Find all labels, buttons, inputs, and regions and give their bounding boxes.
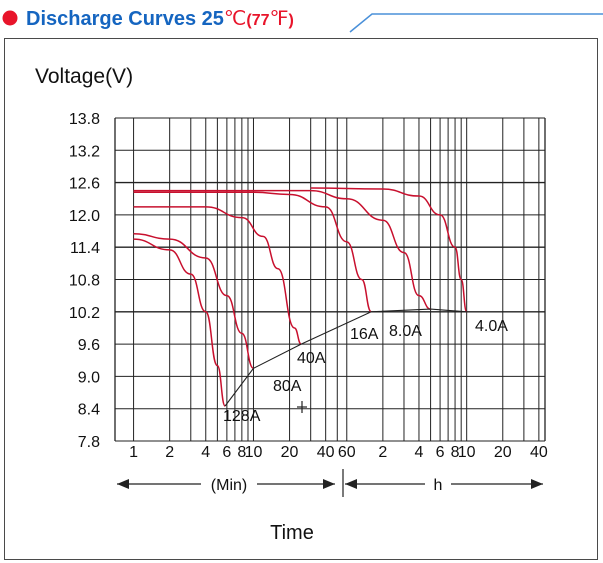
header-title: Discharge Curves 25℃(77℉)	[26, 8, 294, 30]
header-f-value: 77	[252, 12, 270, 29]
y-tick-label: 9.6	[78, 337, 100, 354]
curve-8-0a	[133, 189, 431, 310]
y-tick-label: 10.2	[69, 305, 100, 322]
y-tick-label: 10.8	[69, 273, 100, 290]
y-axis-ticks: 13.8 13.2 12.6 12.0 11.4 10.8 10.2 9.6 9.0 8.4 7.8	[69, 111, 100, 451]
curve-label-40a: 40A	[297, 350, 326, 367]
y-tick-label: 11.4	[70, 240, 100, 257]
y-tick-label: 13.8	[69, 111, 100, 128]
hour-left-arrow-icon	[345, 479, 357, 489]
x-tick-label: 4	[415, 444, 424, 461]
curve-128a	[133, 238, 226, 407]
hour-right-arrow-icon	[531, 479, 543, 489]
y-tick-label: 7.8	[78, 434, 100, 451]
x-axis-title: Time	[270, 522, 314, 544]
y-tick-label: 12.0	[69, 208, 100, 225]
grid	[114, 117, 546, 442]
x-tick-label: 2	[165, 444, 174, 461]
header-graphic: Discharge Curves 25℃(77℉)	[2, 8, 603, 33]
curve-label-8-0a: 8.0A	[389, 323, 422, 340]
x-axis-ticks: 1 2 4 6 810 20 40 60 2 4 6 810 20 40	[129, 444, 548, 461]
curve-label-128a: 128A	[223, 408, 261, 425]
y-tick-label: 8.4	[78, 402, 100, 419]
y-tick-label: 9.0	[78, 369, 100, 386]
x-tick-label: 40	[317, 444, 335, 461]
x-tick-label: 4	[201, 444, 210, 461]
hour-unit-label: h	[434, 477, 443, 494]
x-tick-label: 20	[281, 444, 299, 461]
curve-4-0a	[310, 187, 468, 313]
curve-80a	[133, 232, 255, 370]
chart-header: Discharge Curves 25℃(77℉)	[0, 0, 603, 36]
red-bullet-icon	[2, 10, 18, 26]
curve-label-4-0a: 4.0A	[475, 318, 508, 335]
discharge-curves	[133, 187, 468, 413]
header-rule	[349, 13, 603, 33]
min-unit-label: (Min)	[211, 477, 247, 494]
discharge-chart: 13.8 13.2 12.6 12.0 11.4 10.8 10.2 9.6 9.0 8.4 7.8…	[35, 65, 548, 544]
hour-label-bg	[425, 471, 451, 495]
header-title-text: Discharge Curves 25	[26, 8, 224, 30]
header-degree-f: ℉	[269, 8, 288, 30]
min-right-arrow-icon	[323, 479, 335, 489]
x-tick-label: 6	[436, 444, 445, 461]
curve-16a	[133, 191, 372, 313]
curve-label-16a: 16A	[350, 326, 379, 343]
x-tick-label: 8	[451, 444, 460, 461]
header-paren-close: )	[289, 12, 294, 29]
x-tick-label: 2	[378, 444, 387, 461]
end-voltage-line	[224, 308, 467, 407]
x-tick-label: 40	[530, 444, 548, 461]
y-tick-label: 12.6	[69, 176, 100, 193]
header-paren-open: (	[246, 12, 252, 29]
curve-labels: 128A 80A 40A 16A 8.0A 4.0A	[223, 318, 508, 425]
min-left-arrow-icon	[117, 479, 129, 489]
curve-label-80a: 80A	[273, 378, 302, 395]
y-axis-title: Voltage(V)	[35, 65, 133, 88]
time-unit-row: (Min) h	[117, 469, 543, 497]
header-degree-c: ℃	[224, 8, 246, 30]
x-tick-label: 60	[338, 444, 356, 461]
x-tick-label: 1	[129, 444, 138, 461]
x-tick-label: 10	[245, 444, 263, 461]
y-tick-label: 13.2	[69, 143, 100, 160]
x-tick-label: 10	[458, 444, 476, 461]
x-tick-label: 6	[222, 444, 231, 461]
curve-40a	[133, 206, 302, 345]
x-tick-label: 20	[494, 444, 512, 461]
chart-frame: 13.8 13.2 12.6 12.0 11.4 10.8 10.2 9.6 9.0 8.4 7.8…	[4, 38, 598, 560]
x-tick-label: 8	[237, 444, 246, 461]
min-label-bg	[201, 471, 257, 495]
